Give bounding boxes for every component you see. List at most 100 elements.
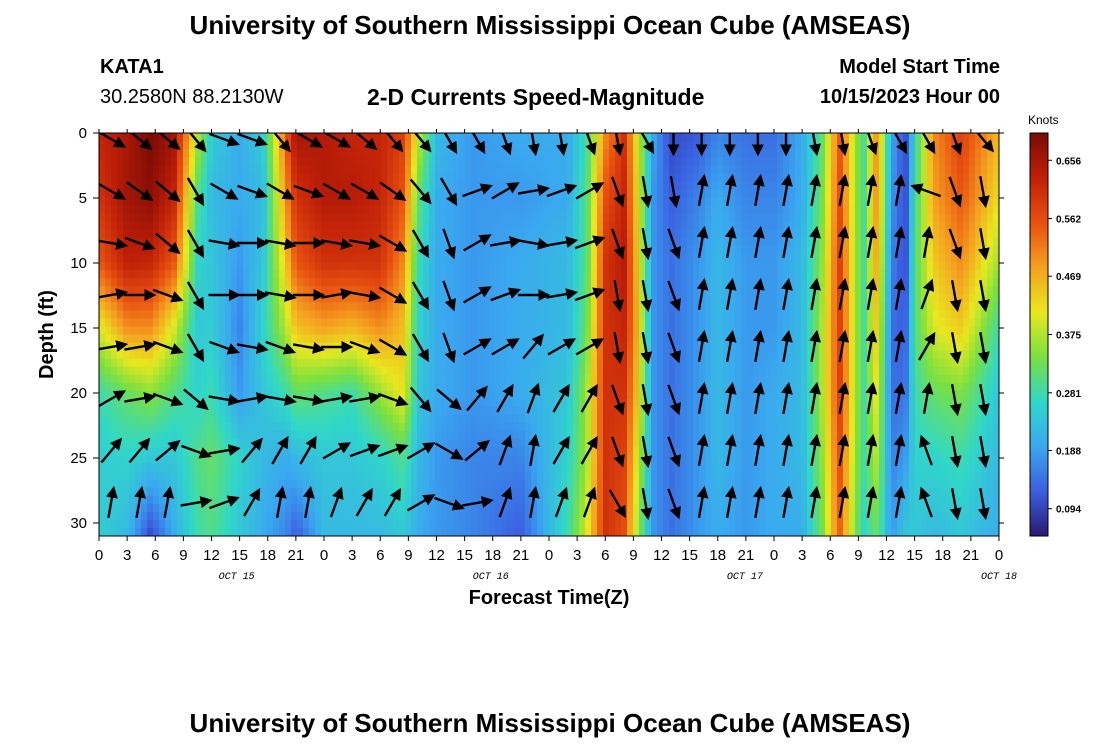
heat-cell: [693, 181, 700, 191]
heat-cell: [651, 423, 658, 432]
heat-cell: [531, 197, 538, 207]
heat-cell: [231, 157, 238, 166]
heat-cell: [333, 213, 340, 223]
heat-cell: [537, 447, 544, 456]
heat-cell: [621, 229, 628, 239]
heat-cell: [693, 382, 700, 392]
heat-cell: [261, 415, 268, 424]
heat-cell: [315, 181, 322, 191]
heat-cell: [375, 141, 382, 150]
heat-cell: [441, 326, 448, 336]
heat-cell: [417, 463, 424, 473]
heat-cell: [141, 229, 148, 239]
heat-cell: [543, 141, 550, 150]
heat-cell: [441, 431, 448, 440]
heat-cell: [297, 278, 304, 287]
heat-cell: [165, 407, 172, 416]
heat-cell: [543, 503, 550, 513]
heat-cell: [597, 350, 604, 360]
heat-cell: [603, 197, 610, 207]
heat-cell: [459, 342, 466, 352]
heat-cell: [159, 229, 166, 239]
heat-cell: [429, 173, 436, 182]
heat-cell: [681, 237, 688, 247]
heat-cell: [621, 350, 628, 360]
heat-cell: [429, 390, 436, 400]
heat-cell: [519, 503, 526, 513]
heat-cell: [531, 133, 538, 142]
heat-cell: [501, 310, 508, 319]
heat-cell: [237, 149, 244, 158]
heat-cell: [525, 310, 532, 319]
heat-cell: [459, 221, 466, 231]
heat-cell: [405, 278, 412, 287]
heat-cell: [549, 398, 556, 408]
heat-cell: [123, 350, 130, 360]
heat-cell: [405, 165, 412, 174]
heat-cell: [189, 326, 196, 336]
heat-cell: [639, 479, 646, 489]
heat-cell: [279, 431, 286, 440]
heat-cell: [213, 439, 220, 448]
heat-cell: [435, 302, 442, 311]
heat-cell: [303, 270, 310, 279]
heat-cell: [585, 326, 592, 336]
heat-cell: [555, 350, 562, 360]
heat-cell: [129, 189, 136, 199]
heat-cell: [315, 415, 322, 424]
heat-cell: [513, 302, 520, 311]
heat-cell: [687, 487, 694, 497]
heat-cell: [165, 455, 172, 465]
heat-cell: [591, 229, 598, 239]
heat-cell: [387, 253, 394, 263]
heat-cell: [693, 334, 700, 344]
heat-cell: [495, 286, 502, 295]
heat-cell: [111, 374, 118, 384]
heat-cell: [213, 334, 220, 344]
heat-cell: [549, 366, 556, 376]
heat-cell: [375, 270, 382, 279]
heat-cell: [231, 197, 238, 207]
heat-cell: [147, 318, 154, 328]
heat-cell: [357, 350, 364, 360]
heat-cell: [459, 463, 466, 473]
heat-cell: [417, 439, 424, 448]
heat-cell: [171, 431, 178, 440]
heat-cell: [423, 423, 430, 432]
heat-cell: [507, 423, 514, 432]
heat-cell: [477, 302, 484, 311]
heat-cell: [615, 318, 622, 328]
heat-cell: [141, 318, 148, 328]
heat-cell: [105, 197, 112, 207]
heat-cell: [519, 157, 526, 166]
heat-cell: [489, 447, 496, 456]
heat-cell: [297, 326, 304, 336]
heat-cell: [573, 495, 580, 505]
heat-cell: [207, 294, 214, 303]
heat-cell: [459, 519, 466, 529]
heat-cell: [459, 358, 466, 368]
heat-cell: [573, 253, 580, 263]
heat-cell: [471, 463, 478, 473]
heat-cell: [609, 447, 616, 456]
heat-cell: [207, 326, 214, 336]
heat-cell: [273, 245, 280, 255]
heat-cell: [111, 358, 118, 368]
heat-cell: [663, 294, 670, 303]
heat-cell: [489, 286, 496, 295]
heat-cell: [573, 278, 580, 287]
heat-cell: [543, 302, 550, 311]
heat-cell: [261, 229, 268, 239]
heat-cell: [153, 463, 160, 473]
heat-cell: [219, 455, 226, 465]
heat-cell: [231, 149, 238, 158]
heat-cell: [477, 213, 484, 223]
heat-cell: [441, 350, 448, 360]
heat-cell: [111, 511, 118, 521]
heat-cell: [585, 358, 592, 368]
heat-cell: [465, 431, 472, 440]
heat-cell: [531, 447, 538, 456]
heat-cell: [285, 471, 292, 481]
heat-cell: [609, 213, 616, 223]
heat-cell: [189, 261, 196, 271]
